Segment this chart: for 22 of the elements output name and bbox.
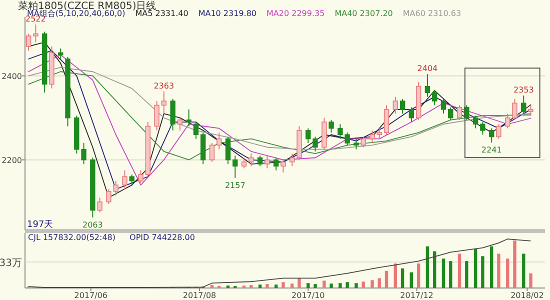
annotation: 2363 <box>154 81 174 90</box>
x-tick-label: 2017/08 <box>182 291 216 300</box>
chart-title: CJL 157832.00(52:48) <box>28 233 116 242</box>
annotation: 2063 <box>82 220 103 230</box>
x-tick-label: 2017/10 <box>292 291 325 300</box>
annotation: 2353 <box>513 86 534 95</box>
y-tick-label: 2200 <box>2 156 22 165</box>
annotation: 2404 <box>417 64 438 74</box>
text: MA10 2319.80 <box>198 9 257 18</box>
y-tick-label: 2400 <box>2 72 22 81</box>
annotation: OPID 744228.00 <box>130 233 195 242</box>
annotation: 2241 <box>481 146 502 155</box>
text: MA5 2331.40 <box>135 9 188 18</box>
ref-line-label: 33万 <box>0 258 22 270</box>
text: MA60 2310.63 <box>402 9 462 18</box>
text: MA40 2307.20 <box>334 9 393 18</box>
annotation: 197天 <box>27 219 54 230</box>
x-tick-label: 2018/02 <box>510 291 544 300</box>
annotation: 2157 <box>224 180 246 190</box>
x-tick-label: 2017/06 <box>74 291 108 300</box>
x-tick-label: 2017/12 <box>400 291 434 300</box>
text: MA20 2299.35 <box>266 9 325 18</box>
